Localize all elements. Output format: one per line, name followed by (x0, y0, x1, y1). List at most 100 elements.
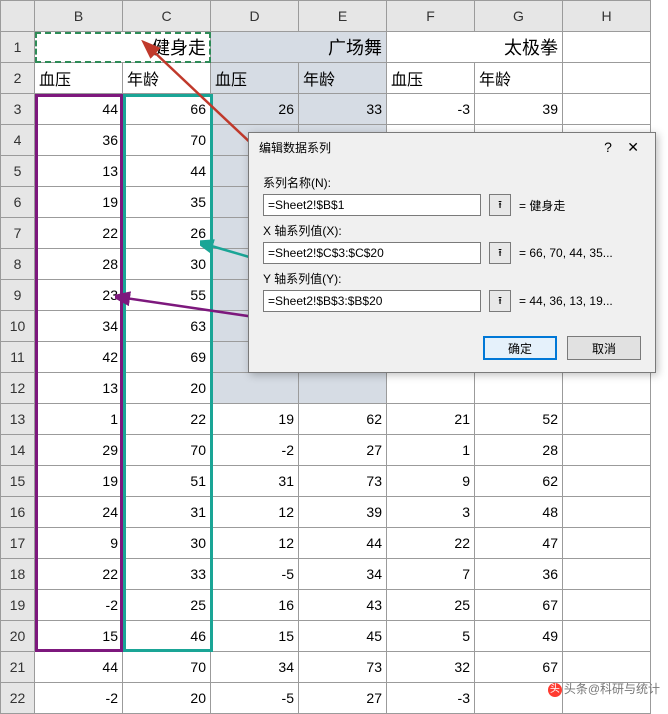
cell[interactable]: 27 (299, 683, 387, 714)
row-header[interactable]: 1 (1, 32, 35, 63)
cell[interactable]: 7 (387, 559, 475, 590)
cell[interactable]: 51 (123, 466, 211, 497)
cell[interactable]: 23 (35, 280, 123, 311)
row-header[interactable]: 12 (1, 373, 35, 404)
cell[interactable]: 22 (123, 404, 211, 435)
cell[interactable] (563, 466, 651, 497)
cell[interactable]: 9 (387, 466, 475, 497)
cell[interactable]: 63 (123, 311, 211, 342)
cell[interactable]: 32 (387, 652, 475, 683)
category-header[interactable]: 广场舞 (211, 32, 387, 63)
cell[interactable] (563, 590, 651, 621)
cell[interactable]: 44 (35, 94, 123, 125)
row-header[interactable]: 6 (1, 187, 35, 218)
cell[interactable]: -2 (35, 683, 123, 714)
cell[interactable]: 28 (35, 249, 123, 280)
cell[interactable]: 16 (211, 590, 299, 621)
cell[interactable]: 20 (123, 683, 211, 714)
cell[interactable] (563, 559, 651, 590)
cell[interactable]: 30 (123, 528, 211, 559)
row-header[interactable]: 19 (1, 590, 35, 621)
cell[interactable]: 34 (211, 652, 299, 683)
cell[interactable]: 12 (211, 528, 299, 559)
cell[interactable]: 29 (35, 435, 123, 466)
cell[interactable]: -5 (211, 559, 299, 590)
cell[interactable] (475, 373, 563, 404)
cell[interactable]: 19 (35, 187, 123, 218)
cell[interactable]: 52 (475, 404, 563, 435)
row-header[interactable]: 4 (1, 125, 35, 156)
cell[interactable]: 44 (123, 156, 211, 187)
cell[interactable]: 34 (35, 311, 123, 342)
cell[interactable]: 46 (123, 621, 211, 652)
row-header[interactable]: 22 (1, 683, 35, 714)
cell[interactable] (563, 404, 651, 435)
row-header[interactable]: 15 (1, 466, 35, 497)
cell[interactable]: 66 (123, 94, 211, 125)
cell[interactable]: 19 (211, 404, 299, 435)
row-header[interactable]: 18 (1, 559, 35, 590)
col-header[interactable]: B (35, 1, 123, 32)
ok-button[interactable]: 确定 (483, 336, 557, 360)
cell[interactable]: 47 (475, 528, 563, 559)
cell[interactable]: 22 (35, 559, 123, 590)
corner-cell[interactable] (1, 1, 35, 32)
cell[interactable]: 33 (299, 94, 387, 125)
cell[interactable]: 9 (35, 528, 123, 559)
cell[interactable]: 39 (299, 497, 387, 528)
cell[interactable]: 70 (123, 435, 211, 466)
row-header[interactable]: 9 (1, 280, 35, 311)
x-values-input[interactable] (263, 242, 481, 264)
cell[interactable] (387, 373, 475, 404)
col-header[interactable]: G (475, 1, 563, 32)
sub-header[interactable]: 血压 (387, 63, 475, 94)
cell[interactable] (563, 621, 651, 652)
dialog-help-button[interactable]: ? (598, 139, 618, 155)
cell[interactable]: 39 (475, 94, 563, 125)
cell[interactable]: 62 (475, 466, 563, 497)
category-header[interactable]: 健身走 (35, 32, 211, 63)
cell[interactable]: 3 (387, 497, 475, 528)
cell[interactable]: 70 (123, 125, 211, 156)
category-header[interactable]: 太极拳 (387, 32, 563, 63)
cell[interactable]: 1 (387, 435, 475, 466)
cell[interactable]: 15 (35, 621, 123, 652)
cell[interactable] (563, 497, 651, 528)
col-header[interactable]: D (211, 1, 299, 32)
cell[interactable]: 36 (35, 125, 123, 156)
range-picker-button[interactable]: ⭱ (489, 194, 511, 216)
cell[interactable] (563, 652, 651, 683)
cell[interactable] (563, 435, 651, 466)
row-header[interactable]: 5 (1, 156, 35, 187)
cell[interactable]: 33 (123, 559, 211, 590)
row-header[interactable]: 10 (1, 311, 35, 342)
cell[interactable]: -2 (35, 590, 123, 621)
y-values-input[interactable] (263, 290, 481, 312)
sub-header[interactable]: 血压 (35, 63, 123, 94)
row-header[interactable]: 3 (1, 94, 35, 125)
cell[interactable]: 45 (299, 621, 387, 652)
cell[interactable]: 25 (387, 590, 475, 621)
cell[interactable]: 24 (35, 497, 123, 528)
cell[interactable] (563, 373, 651, 404)
row-header[interactable]: 8 (1, 249, 35, 280)
sub-header[interactable]: 年龄 (475, 63, 563, 94)
cell[interactable]: 28 (475, 435, 563, 466)
col-header[interactable]: E (299, 1, 387, 32)
row-header[interactable]: 20 (1, 621, 35, 652)
cell[interactable]: 13 (35, 373, 123, 404)
cell[interactable]: -5 (211, 683, 299, 714)
cell[interactable]: 22 (35, 218, 123, 249)
cell[interactable]: 26 (211, 94, 299, 125)
cell[interactable]: 27 (299, 435, 387, 466)
cell[interactable]: 21 (387, 404, 475, 435)
col-header[interactable]: H (563, 1, 651, 32)
cell[interactable]: 55 (123, 280, 211, 311)
cell[interactable] (563, 528, 651, 559)
row-header[interactable]: 21 (1, 652, 35, 683)
cell[interactable]: 42 (35, 342, 123, 373)
range-picker-button[interactable]: ⭱ (489, 290, 511, 312)
cell[interactable] (563, 94, 651, 125)
col-header[interactable]: C (123, 1, 211, 32)
cell[interactable]: 48 (475, 497, 563, 528)
